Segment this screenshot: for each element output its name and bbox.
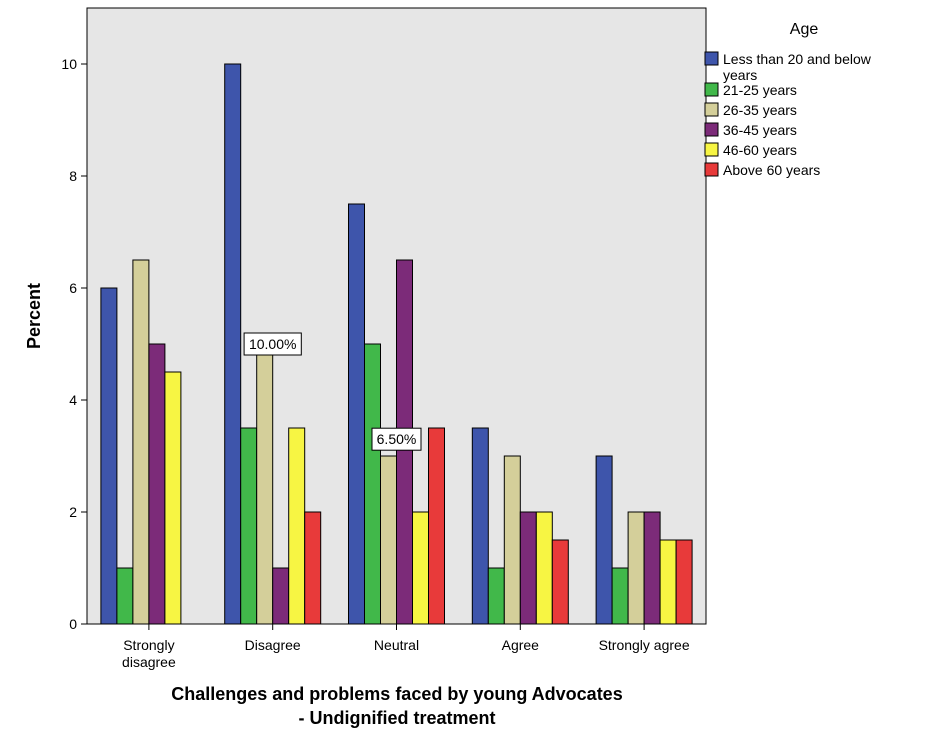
bar <box>643 511 661 625</box>
x-tick-label: Neutral <box>374 637 419 653</box>
legend-swatch <box>704 51 719 66</box>
legend-swatch <box>704 122 719 137</box>
bar <box>224 63 242 625</box>
bar <box>116 567 134 625</box>
legend-label: 26-35 years <box>723 102 797 118</box>
data-label-box <box>243 332 302 356</box>
legend-swatch <box>704 82 719 97</box>
bar <box>148 343 166 625</box>
bar <box>288 427 306 625</box>
legend-title: Age <box>790 21 819 38</box>
legend-label: Less than 20 and below <box>723 51 872 67</box>
bar <box>595 455 613 625</box>
y-tick-label: 8 <box>69 168 77 184</box>
x-axis-title-line-1: Challenges and problems faced by young A… <box>171 684 622 704</box>
bar <box>272 567 290 625</box>
legend-label: 46-60 years <box>723 142 797 158</box>
y-tick-label: 4 <box>69 392 77 408</box>
bar <box>611 567 629 625</box>
annotations: 10.00% 6.50% <box>243 332 422 451</box>
y-tick-label: 0 <box>69 616 77 632</box>
bar <box>364 343 381 625</box>
x-tick-label: Strongly agree <box>599 637 690 653</box>
legend-swatch <box>704 162 719 177</box>
legend-label: 36-45 years <box>723 122 797 138</box>
data-label-callout: 6.50% <box>371 427 422 451</box>
data-label: 10.00% <box>249 336 296 352</box>
bar <box>164 371 182 625</box>
legend-swatch <box>704 142 719 157</box>
legend-label: 21-25 years <box>723 82 797 98</box>
bar <box>100 287 118 625</box>
x-tick-label: Disagree <box>245 637 301 653</box>
bar <box>240 427 258 625</box>
bar <box>348 203 365 625</box>
bar <box>132 259 150 625</box>
bar <box>471 427 489 625</box>
legend-swatch <box>704 102 719 117</box>
y-axis-title: Percent <box>24 283 44 349</box>
y-tick-label: 6 <box>69 280 77 296</box>
bar <box>519 511 537 625</box>
x-tick-label: disagree <box>122 654 176 670</box>
y-tick-label: 2 <box>69 504 77 520</box>
bar <box>304 511 322 625</box>
y-axis: 0 2 4 6 8 10 <box>61 56 87 632</box>
bar <box>487 567 505 625</box>
bar <box>535 511 553 625</box>
bar <box>428 427 445 625</box>
bar <box>675 539 693 625</box>
data-label-box <box>371 427 422 451</box>
bar <box>412 511 429 625</box>
bar <box>627 511 645 625</box>
legend-label: years <box>723 67 757 83</box>
bars <box>100 63 693 625</box>
legend-label: Above 60 years <box>723 162 820 178</box>
x-tick-label: Strongly <box>123 637 174 653</box>
data-label-callout: 10.00% <box>243 332 302 356</box>
bar <box>659 539 677 625</box>
bar <box>256 343 274 625</box>
bar <box>551 539 569 625</box>
x-tick-label: Agree <box>502 637 540 653</box>
y-tick-label: 10 <box>61 56 77 72</box>
x-axis-title-line-2: - Undignified treatment <box>299 708 496 728</box>
bar <box>380 455 397 625</box>
bar <box>503 455 521 625</box>
data-label: 6.50% <box>377 431 417 447</box>
